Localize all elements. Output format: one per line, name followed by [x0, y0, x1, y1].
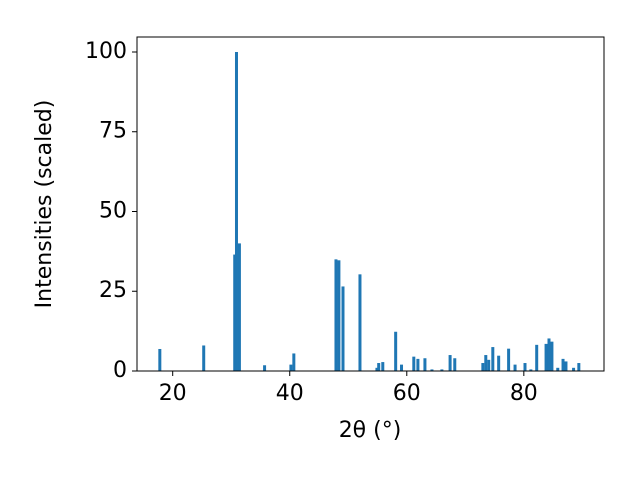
bar [564, 361, 568, 371]
bar [334, 259, 338, 371]
bar [416, 358, 420, 371]
y-axis-label: Intensities (scaled) [32, 100, 57, 309]
bar [529, 369, 533, 371]
bar [453, 358, 457, 371]
bar [400, 364, 404, 371]
bar [577, 363, 581, 371]
x-tick-label: 40 [276, 381, 304, 406]
y-tick-label: 25 [99, 278, 127, 303]
x-tick-label: 60 [393, 381, 421, 406]
bar [535, 344, 539, 371]
bar [292, 353, 296, 371]
bar [234, 51, 238, 371]
bar [487, 359, 491, 371]
bar [233, 254, 237, 371]
plot-frame [136, 36, 605, 372]
bar [289, 364, 293, 371]
bar [491, 347, 495, 371]
x-axis-label: 2θ (°) [339, 418, 402, 443]
bar [547, 338, 551, 371]
y-tick-label: 75 [99, 119, 127, 144]
bar [158, 348, 162, 371]
bar [556, 367, 560, 371]
bar [561, 358, 565, 371]
bar [394, 331, 398, 371]
bar [513, 364, 517, 371]
bar [381, 362, 385, 371]
x-tick-label: 80 [510, 381, 538, 406]
bar [237, 243, 241, 371]
bar [523, 363, 527, 371]
y-tick-label: 50 [99, 198, 127, 223]
bar [358, 274, 362, 371]
y-tick-label: 100 [85, 39, 127, 64]
x-tick-label: 20 [159, 381, 187, 406]
bar [377, 363, 381, 371]
bar [202, 345, 206, 371]
bar [550, 341, 554, 371]
bar [337, 260, 341, 371]
bar [341, 286, 345, 371]
bar [572, 367, 576, 371]
bar [481, 363, 485, 371]
bar [263, 365, 267, 371]
bar [440, 369, 444, 371]
bar [497, 355, 501, 371]
bar [544, 343, 548, 371]
bar [412, 356, 416, 371]
bar [484, 355, 488, 371]
y-tick-label: 0 [113, 358, 127, 383]
bar [507, 348, 511, 371]
bar [423, 358, 427, 371]
bar [430, 369, 434, 371]
bar [375, 367, 379, 371]
bar [448, 355, 452, 371]
